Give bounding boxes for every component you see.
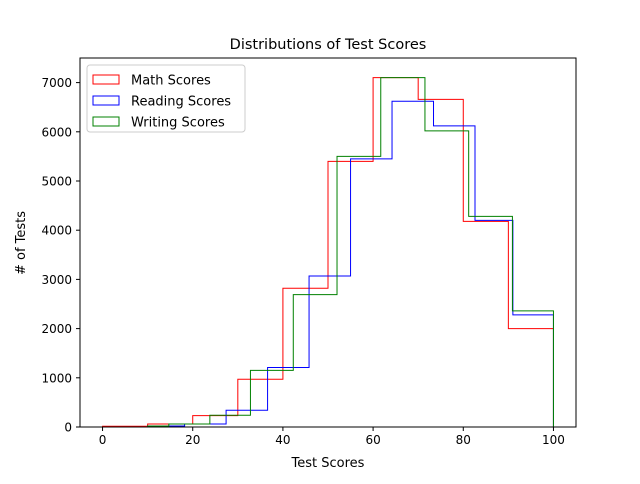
histogram-step-line xyxy=(147,77,554,427)
series-writing-scores xyxy=(147,77,554,427)
legend-swatch xyxy=(92,74,120,85)
y-tick-label: 0 xyxy=(64,421,72,435)
y-tick-label: 7000 xyxy=(41,76,72,90)
x-tick-label: 20 xyxy=(185,433,200,447)
legend-label: Math Scores xyxy=(131,74,211,89)
y-tick-label: 2000 xyxy=(41,322,72,336)
x-tick-label: 100 xyxy=(542,433,565,447)
x-tick-label: 60 xyxy=(365,433,380,447)
y-axis-label: # of Tests xyxy=(14,211,29,275)
y-tick-label: 6000 xyxy=(41,125,72,139)
series-layer xyxy=(102,77,554,427)
legend-label: Reading Scores xyxy=(131,95,231,110)
axes-layer: 0 20 40 60 80 1000100020003000400050006000700… xyxy=(41,57,577,447)
legend: Math Scores Reading Scores Writing Scores xyxy=(86,64,246,133)
legend-swatch xyxy=(92,95,120,106)
legend-label: Writing Scores xyxy=(131,116,225,131)
plot-frame xyxy=(79,57,577,428)
legend-box xyxy=(86,64,246,133)
x-tick-label: 40 xyxy=(275,433,290,447)
x-axis-label: Test Scores xyxy=(291,456,365,471)
y-tick-label: 4000 xyxy=(41,224,72,238)
x-tick-label: 0 xyxy=(99,433,107,447)
y-tick-label: 5000 xyxy=(41,175,72,189)
legend-swatch xyxy=(92,116,120,127)
x-tick-label: 80 xyxy=(456,433,471,447)
chart-title: Distributions of Test Scores xyxy=(230,37,427,53)
y-tick-label: 3000 xyxy=(41,273,72,287)
y-tick-label: 1000 xyxy=(41,371,72,385)
